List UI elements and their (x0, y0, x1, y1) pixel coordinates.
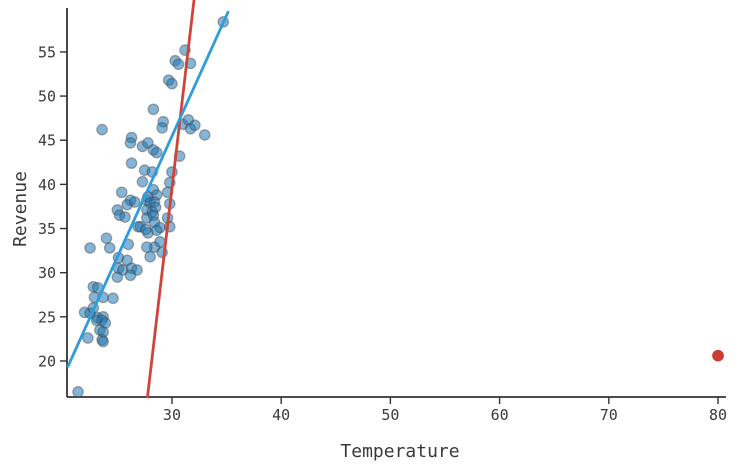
y-tick-label: 30 (38, 264, 56, 282)
scatter-point (111, 271, 124, 283)
y-tick-label: 40 (38, 176, 56, 194)
scatter-point (97, 335, 109, 348)
points-group (72, 16, 724, 398)
y-tick-label: 25 (38, 308, 56, 326)
outlier-point (712, 349, 724, 362)
trend-lines-group (66, 0, 230, 399)
scatter-point (119, 211, 131, 223)
y-tick-label: 20 (38, 352, 56, 370)
blue-trend-line (66, 10, 230, 368)
scatter-point (156, 122, 168, 134)
x-tick-label: 40 (272, 406, 290, 424)
scatter-point (124, 269, 137, 282)
scatter-point (128, 196, 141, 208)
red-trend-line (146, 0, 196, 399)
scatter-point (144, 250, 156, 263)
scatter-point (72, 386, 84, 398)
scatter-point (172, 58, 185, 71)
y-tick-label: 50 (38, 88, 56, 106)
x-tick-label: 50 (381, 406, 399, 424)
y-tick-label: 35 (38, 220, 56, 238)
scatter-point (125, 157, 138, 170)
axes-group: 20 25 30 35 40 45 50 55 30 40 50 60 70 80 (38, 8, 727, 424)
scatter-point (142, 137, 154, 149)
scatter-point (82, 332, 94, 344)
x-tick-label: 80 (709, 406, 727, 424)
scatter-point (115, 186, 128, 199)
scatter-point (150, 146, 163, 159)
scatter-point (100, 232, 113, 245)
scatter-point (140, 241, 153, 253)
scatter-point (154, 235, 166, 248)
scatter-point (103, 242, 116, 254)
x-tick-label: 30 (163, 406, 181, 424)
scatter-point (96, 123, 108, 136)
x-tick-label: 70 (600, 406, 618, 424)
x-axis-title: Temperature (340, 441, 459, 462)
scatter-point (124, 137, 137, 149)
scatter-point (189, 119, 201, 132)
y-tick-label: 55 (38, 43, 56, 61)
scatter-point (147, 103, 160, 116)
scatter-point (166, 77, 178, 90)
scatter-point (198, 129, 211, 141)
scatter-point (84, 242, 96, 254)
scatter-point (150, 224, 163, 237)
x-tick-label: 60 (491, 406, 509, 424)
scatter-point (136, 175, 149, 188)
y-axis-title: Revenue (10, 171, 31, 247)
scatter-point (107, 292, 119, 305)
y-tick-label: 45 (38, 132, 56, 150)
scatter-point (139, 223, 152, 236)
